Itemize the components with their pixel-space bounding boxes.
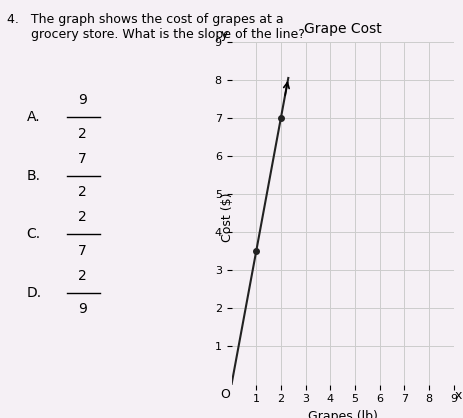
Title: Grape Cost: Grape Cost [304, 23, 382, 36]
Text: 4.   The graph shows the cost of grapes at a
      grocery store. What is the sl: 4. The graph shows the cost of grapes at… [6, 13, 305, 41]
Text: 9: 9 [78, 93, 87, 107]
Text: 7: 7 [78, 152, 87, 166]
Text: C.: C. [27, 227, 41, 241]
Text: B.: B. [27, 168, 41, 183]
Text: O: O [220, 387, 230, 400]
Text: 2: 2 [78, 269, 87, 283]
Text: y: y [220, 28, 228, 41]
Text: 2: 2 [78, 210, 87, 224]
Text: 9: 9 [78, 302, 87, 316]
Text: 2: 2 [78, 185, 87, 199]
X-axis label: Grapes (lb): Grapes (lb) [308, 410, 377, 418]
Text: A.: A. [27, 110, 40, 124]
Text: Cost ($): Cost ($) [221, 193, 234, 242]
Text: x: x [455, 390, 463, 403]
Text: 7: 7 [78, 244, 87, 258]
Text: D.: D. [27, 285, 42, 300]
Text: 2: 2 [78, 127, 87, 141]
